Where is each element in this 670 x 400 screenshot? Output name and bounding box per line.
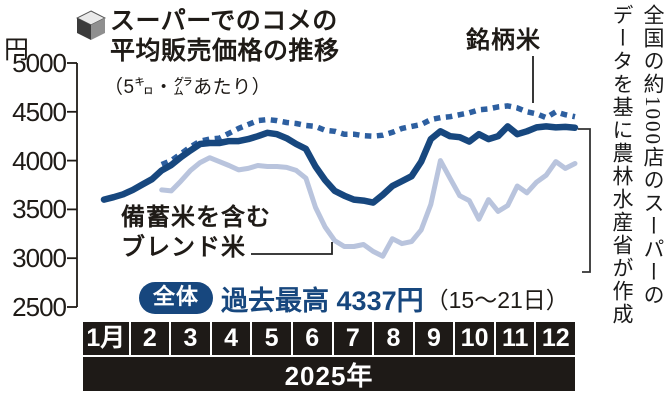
chart-subtitle: （5㌔・㌘あたり） [104, 77, 272, 98]
blend-label-line-2: ブレンド米 [121, 234, 246, 261]
record-bracket [578, 128, 591, 273]
title-line-1: スーパーでのコメの [110, 7, 338, 35]
title-line-2: 平均販売価格の推移 [110, 37, 340, 65]
y-tick-label-4000: 4000 [12, 145, 67, 176]
month-axis: 1月 2 3 4 5 6 7 8 9 10 11 12 [83, 322, 576, 355]
month-cell-6: 6 [292, 322, 332, 355]
source-note-col-2: データを基に農林水産省が作成 [610, 4, 634, 326]
y-axis [67, 62, 78, 308]
month-cell-3: 3 [171, 322, 210, 355]
chart-header: スーパーでのコメの 平均販売価格の推移 [76, 6, 340, 66]
month-cell-12: 12 [536, 322, 576, 355]
blend-rice-label: 備蓄米を含む ブレンド米 [121, 203, 271, 263]
y-tick-label-2500: 2500 [12, 292, 67, 322]
month-cell-8: 8 [374, 322, 413, 355]
month-cell-5: 5 [252, 322, 291, 355]
record-period: （15〜21日） [425, 287, 569, 313]
month-cell-4: 4 [211, 322, 251, 355]
year-label: 2025年 [83, 357, 575, 391]
month-cell-11: 11 [495, 322, 535, 355]
blend-rice-line [159, 155, 578, 259]
record-label: 過去最高 [221, 285, 330, 316]
blend-label-connector [251, 242, 333, 255]
y-tick-label-3000: 3000 [12, 243, 67, 274]
y-tick-label-3500: 3500 [12, 194, 67, 225]
month-cell-9: 9 [414, 322, 454, 355]
overall-badge: 全体 [139, 282, 214, 314]
month-cell-1: 1月 [83, 322, 129, 355]
blend-label-line-1: 備蓄米を含む [121, 204, 271, 231]
month-cell-10: 10 [455, 322, 494, 355]
cube-icon [76, 10, 106, 40]
month-cell-7: 7 [333, 322, 373, 355]
y-tick-label-4500: 4500 [12, 96, 67, 127]
y-axis-unit-label: 円 [4, 36, 30, 64]
month-cell-2: 2 [130, 322, 170, 355]
page-title: スーパーでのコメの 平均販売価格の推移 [110, 6, 340, 66]
y-tick-label-5000: 5000 [12, 48, 67, 78]
brand-rice-label: 銘柄米 [466, 27, 541, 54]
record-high-text: 過去最高 4337円 [221, 279, 424, 318]
record-annotation: 全体 過去最高 4337円 （15〜21日） [139, 280, 569, 316]
record-value: 4337円 [336, 285, 424, 316]
overall-average-line [100, 123, 579, 206]
brand-rice-dotted-line [160, 103, 576, 168]
source-note: 全国の約1000店のスーパーの データを基に農林水産省が作成 [606, 4, 668, 396]
source-note-col-1: 全国の約1000店のスーパーの [641, 4, 665, 307]
